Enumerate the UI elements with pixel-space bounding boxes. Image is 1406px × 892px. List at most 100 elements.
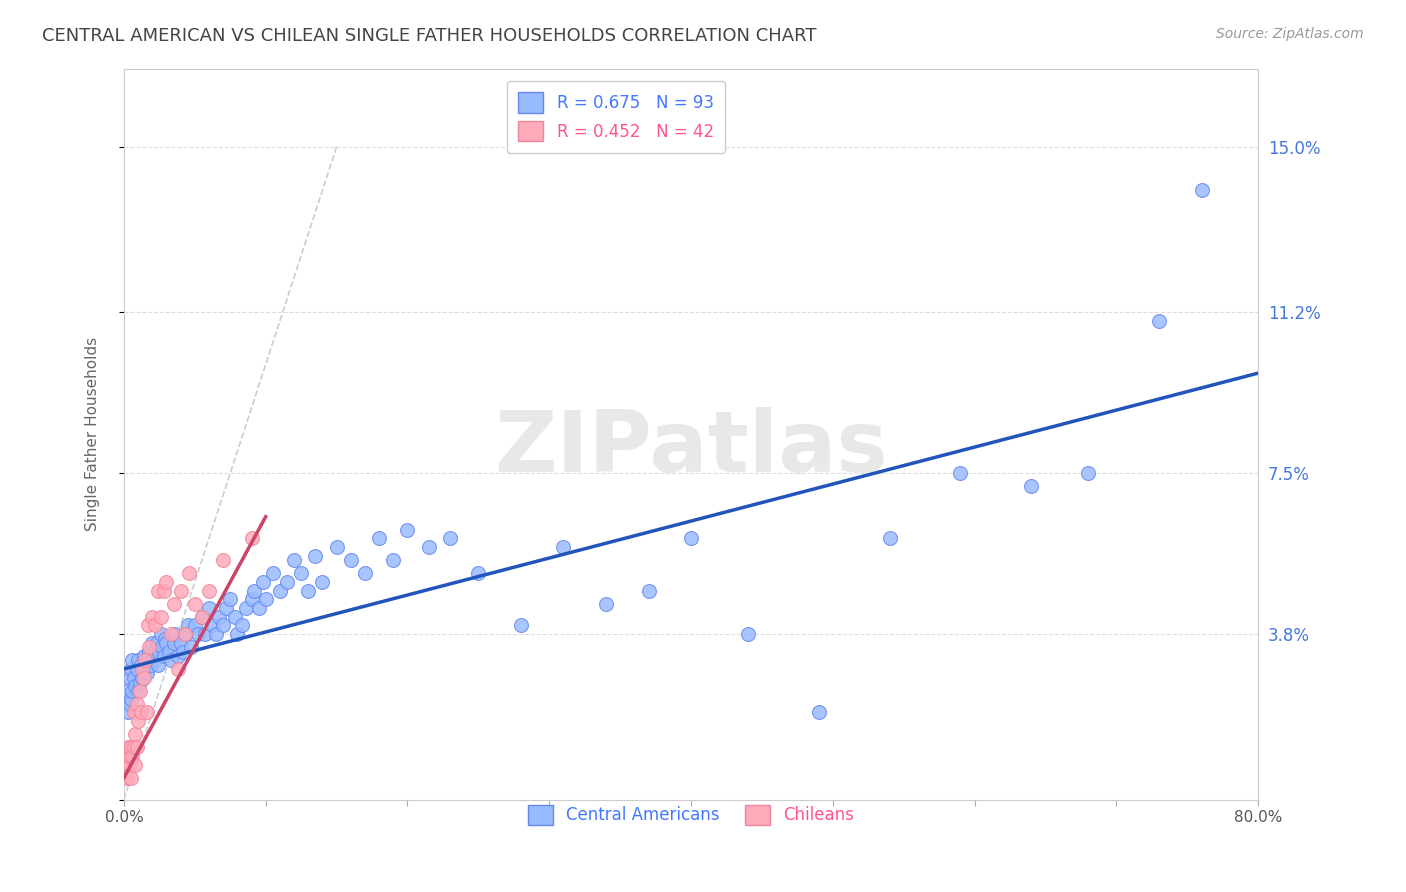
Point: [198, 601, 221, 615]
Point: [172, 644, 194, 658]
Point: [212, 553, 235, 567]
Point: [149, 609, 172, 624]
Point: [125, 697, 148, 711]
Legend: Central Americans, Chileans: Central Americans, Chileans: [517, 795, 865, 835]
Point: [169, 636, 191, 650]
Point: [132, 648, 155, 663]
Point: [159, 653, 181, 667]
Point: [136, 653, 159, 667]
Point: [240, 592, 263, 607]
Point: [128, 683, 150, 698]
Point: [145, 636, 167, 650]
Point: [325, 540, 347, 554]
Point: [269, 583, 291, 598]
Point: [290, 566, 312, 581]
Point: [135, 666, 157, 681]
Point: [396, 523, 419, 537]
Point: [179, 566, 201, 581]
Point: [262, 566, 284, 581]
Point: [127, 683, 149, 698]
Point: [120, 740, 142, 755]
Point: [208, 609, 231, 624]
Point: [120, 692, 142, 706]
Point: [509, 618, 531, 632]
Point: [141, 609, 163, 624]
Point: [637, 583, 659, 598]
Point: [118, 671, 141, 685]
Point: [134, 653, 156, 667]
Point: [166, 662, 188, 676]
Point: [807, 706, 830, 720]
Point: [117, 740, 139, 755]
Point: [231, 618, 253, 632]
Point: [368, 532, 391, 546]
Point: [117, 706, 139, 720]
Point: [125, 662, 148, 676]
Point: [136, 618, 159, 632]
Point: [127, 714, 149, 729]
Point: [122, 740, 145, 755]
Point: [118, 749, 141, 764]
Point: [115, 683, 138, 698]
Point: [142, 648, 165, 663]
Point: [418, 540, 440, 554]
Point: [339, 553, 361, 567]
Point: [124, 679, 146, 693]
Point: [1147, 314, 1170, 328]
Point: [125, 740, 148, 755]
Text: ZIPatlas: ZIPatlas: [494, 407, 889, 490]
Point: [180, 640, 202, 655]
Point: [152, 583, 174, 598]
Point: [879, 532, 901, 546]
Point: [1077, 466, 1099, 480]
Point: [152, 648, 174, 663]
Point: [283, 553, 305, 567]
Point: [212, 618, 235, 632]
Point: [146, 657, 169, 672]
Point: [176, 627, 198, 641]
Point: [191, 609, 214, 624]
Point: [139, 657, 162, 672]
Text: CENTRAL AMERICAN VS CHILEAN SINGLE FATHER HOUSEHOLDS CORRELATION CHART: CENTRAL AMERICAN VS CHILEAN SINGLE FATHE…: [42, 27, 817, 45]
Point: [247, 601, 270, 615]
Point: [173, 627, 195, 641]
Point: [194, 627, 217, 641]
Point: [184, 618, 207, 632]
Point: [118, 697, 141, 711]
Point: [219, 592, 242, 607]
Point: [114, 757, 136, 772]
Point: [155, 574, 177, 589]
Point: [215, 601, 238, 615]
Point: [121, 653, 143, 667]
Point: [121, 683, 143, 698]
Point: [949, 466, 972, 480]
Point: [134, 662, 156, 676]
Point: [129, 706, 152, 720]
Point: [243, 583, 266, 598]
Point: [162, 636, 184, 650]
Point: [198, 583, 221, 598]
Point: [354, 566, 377, 581]
Point: [122, 706, 145, 720]
Point: [143, 618, 166, 632]
Point: [439, 532, 461, 546]
Point: [163, 627, 186, 641]
Point: [252, 574, 274, 589]
Point: [141, 636, 163, 650]
Point: [150, 640, 173, 655]
Point: [169, 583, 191, 598]
Point: [143, 644, 166, 658]
Point: [205, 627, 228, 641]
Point: [240, 532, 263, 546]
Point: [146, 583, 169, 598]
Point: [149, 627, 172, 641]
Point: [148, 644, 170, 658]
Point: [254, 592, 277, 607]
Point: [120, 662, 142, 676]
Point: [135, 706, 157, 720]
Point: [117, 757, 139, 772]
Point: [120, 771, 142, 785]
Point: [121, 749, 143, 764]
Point: [235, 601, 257, 615]
Point: [1021, 479, 1043, 493]
